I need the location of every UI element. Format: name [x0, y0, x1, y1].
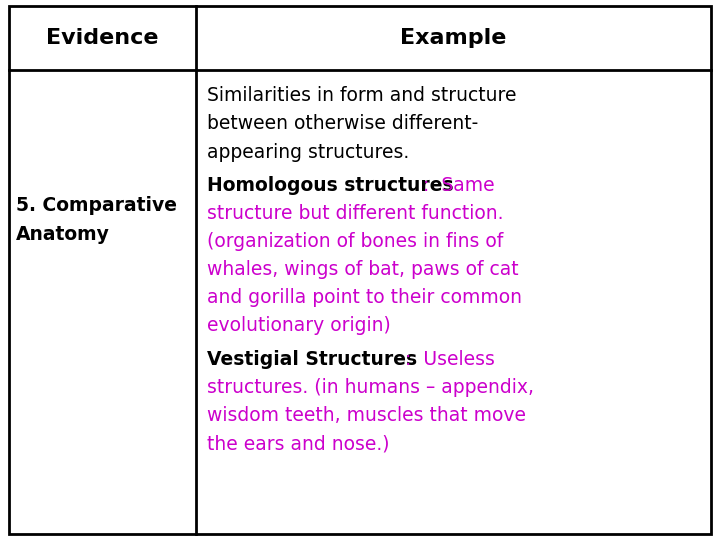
Text: evolutionary origin): evolutionary origin): [207, 316, 391, 335]
Text: and gorilla point to their common: and gorilla point to their common: [207, 288, 523, 307]
Text: 5. Comparative: 5. Comparative: [16, 195, 177, 215]
Text: Evidence: Evidence: [46, 28, 158, 49]
Text: Example: Example: [400, 28, 507, 49]
Text: appearing structures.: appearing structures.: [207, 143, 410, 161]
Text: :  Same: : Same: [423, 176, 495, 195]
Text: Similarities in form and structure: Similarities in form and structure: [207, 86, 517, 105]
Text: structure but different function.: structure but different function.: [207, 204, 504, 223]
Text: Anatomy: Anatomy: [16, 225, 109, 245]
Text: (organization of bones in fins of: (organization of bones in fins of: [207, 232, 503, 251]
Text: Homologous structures: Homologous structures: [207, 176, 454, 195]
Text: between otherwise different-: between otherwise different-: [207, 114, 479, 133]
Text: the ears and nose.): the ears and nose.): [207, 434, 390, 453]
Text: :  Useless: : Useless: [405, 350, 495, 369]
Text: Vestigial Structures: Vestigial Structures: [207, 350, 418, 369]
Text: wisdom teeth, muscles that move: wisdom teeth, muscles that move: [207, 406, 526, 425]
Text: structures. (in humans – appendix,: structures. (in humans – appendix,: [207, 378, 534, 397]
Text: whales, wings of bat, paws of cat: whales, wings of bat, paws of cat: [207, 260, 519, 279]
